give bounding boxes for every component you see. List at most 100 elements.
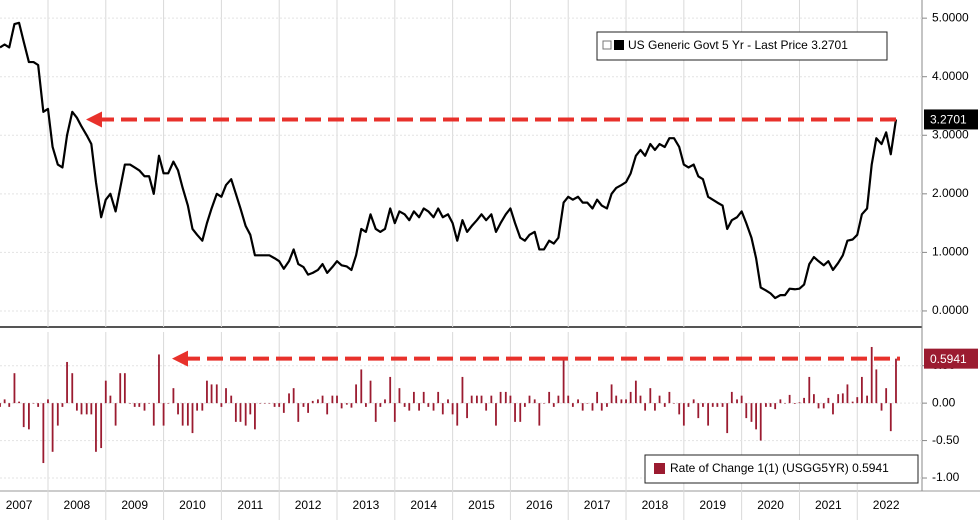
x-tick-label: 2016	[526, 498, 553, 512]
bar	[234, 403, 237, 422]
bar	[181, 403, 184, 426]
bar	[548, 391, 551, 404]
bar	[707, 403, 710, 426]
bar	[687, 403, 690, 407]
bar	[317, 399, 319, 404]
bar	[485, 403, 488, 411]
bar	[519, 403, 522, 422]
bar	[750, 403, 753, 422]
legend-name: Rate of Change 1(1) (USGG5YR)	[670, 461, 849, 475]
legend-label: US Generic Govt 5 Yr - Last Price 3.2701	[628, 38, 848, 52]
legend-box	[644, 454, 919, 484]
bar	[600, 403, 603, 411]
bar	[625, 399, 627, 404]
bar	[736, 399, 738, 404]
bar	[292, 388, 295, 404]
bar	[682, 403, 685, 426]
legend: US Generic Govt 5 Yr - Last Price 3.2701	[596, 31, 888, 61]
bar	[239, 403, 242, 422]
bar	[644, 403, 647, 411]
bar	[22, 403, 25, 428]
bar	[769, 403, 772, 407]
bar	[509, 395, 512, 404]
bar	[379, 403, 382, 407]
bar	[841, 393, 844, 404]
bar	[196, 403, 199, 411]
bar	[412, 391, 415, 404]
bar	[273, 403, 276, 407]
bar	[186, 403, 189, 426]
bar	[610, 384, 613, 404]
bar	[268, 403, 271, 404]
bar	[504, 391, 507, 404]
bar	[567, 395, 570, 404]
bar	[495, 403, 497, 426]
bar	[528, 395, 531, 404]
bar	[177, 403, 179, 415]
bar	[557, 395, 560, 404]
legend: Rate of Change 1(1) (USGG5YR) 0.5941	[644, 454, 919, 484]
bar	[66, 361, 68, 404]
bar	[302, 403, 305, 407]
bar	[254, 403, 256, 430]
bar	[774, 403, 777, 410]
bar	[490, 395, 493, 404]
bar	[331, 395, 334, 404]
last-value-label: 0.5941	[930, 352, 967, 366]
bar	[620, 399, 623, 404]
x-tick-label: 2010	[179, 498, 206, 512]
bar	[230, 395, 233, 404]
bar	[846, 384, 849, 404]
bar	[692, 399, 695, 404]
bar	[321, 395, 324, 404]
bar	[480, 395, 483, 404]
bar	[499, 391, 502, 404]
legend-icon	[602, 40, 612, 50]
legend-value: 3.2701	[811, 38, 848, 52]
bar	[206, 380, 208, 404]
bar	[114, 403, 117, 426]
bar	[225, 388, 227, 404]
bar	[730, 391, 733, 404]
bar	[215, 384, 218, 404]
bar	[441, 403, 444, 415]
bar	[895, 358, 897, 404]
bar	[649, 388, 652, 404]
bar	[571, 403, 574, 407]
legend-swatch	[614, 40, 624, 50]
bar	[311, 400, 314, 404]
bar	[591, 403, 594, 411]
bar	[755, 403, 757, 430]
x-tick-label: 2008	[64, 498, 91, 512]
bar	[389, 376, 392, 404]
bar	[220, 403, 223, 407]
bar	[654, 403, 656, 411]
bar	[191, 403, 194, 434]
bar	[162, 403, 165, 426]
bar	[745, 403, 748, 419]
x-tick-label: 2017	[584, 498, 611, 512]
bar	[129, 403, 131, 404]
last-value-label: 3.2701	[930, 113, 967, 127]
bar	[577, 399, 579, 404]
bar	[721, 403, 724, 407]
bar	[813, 394, 815, 404]
bar	[259, 403, 262, 404]
bar	[143, 403, 146, 411]
bar	[832, 403, 834, 415]
bar	[42, 403, 45, 464]
bar	[875, 369, 878, 404]
bar	[350, 403, 353, 408]
bar	[427, 403, 430, 407]
bar	[288, 393, 290, 404]
y-tick-label: 4.0000	[932, 69, 969, 83]
bar	[880, 403, 883, 411]
bar	[562, 358, 565, 404]
bar	[336, 395, 338, 404]
bar	[56, 403, 59, 426]
bar	[885, 388, 888, 404]
bar	[282, 403, 285, 413]
bar	[552, 403, 555, 407]
bar	[37, 403, 40, 407]
